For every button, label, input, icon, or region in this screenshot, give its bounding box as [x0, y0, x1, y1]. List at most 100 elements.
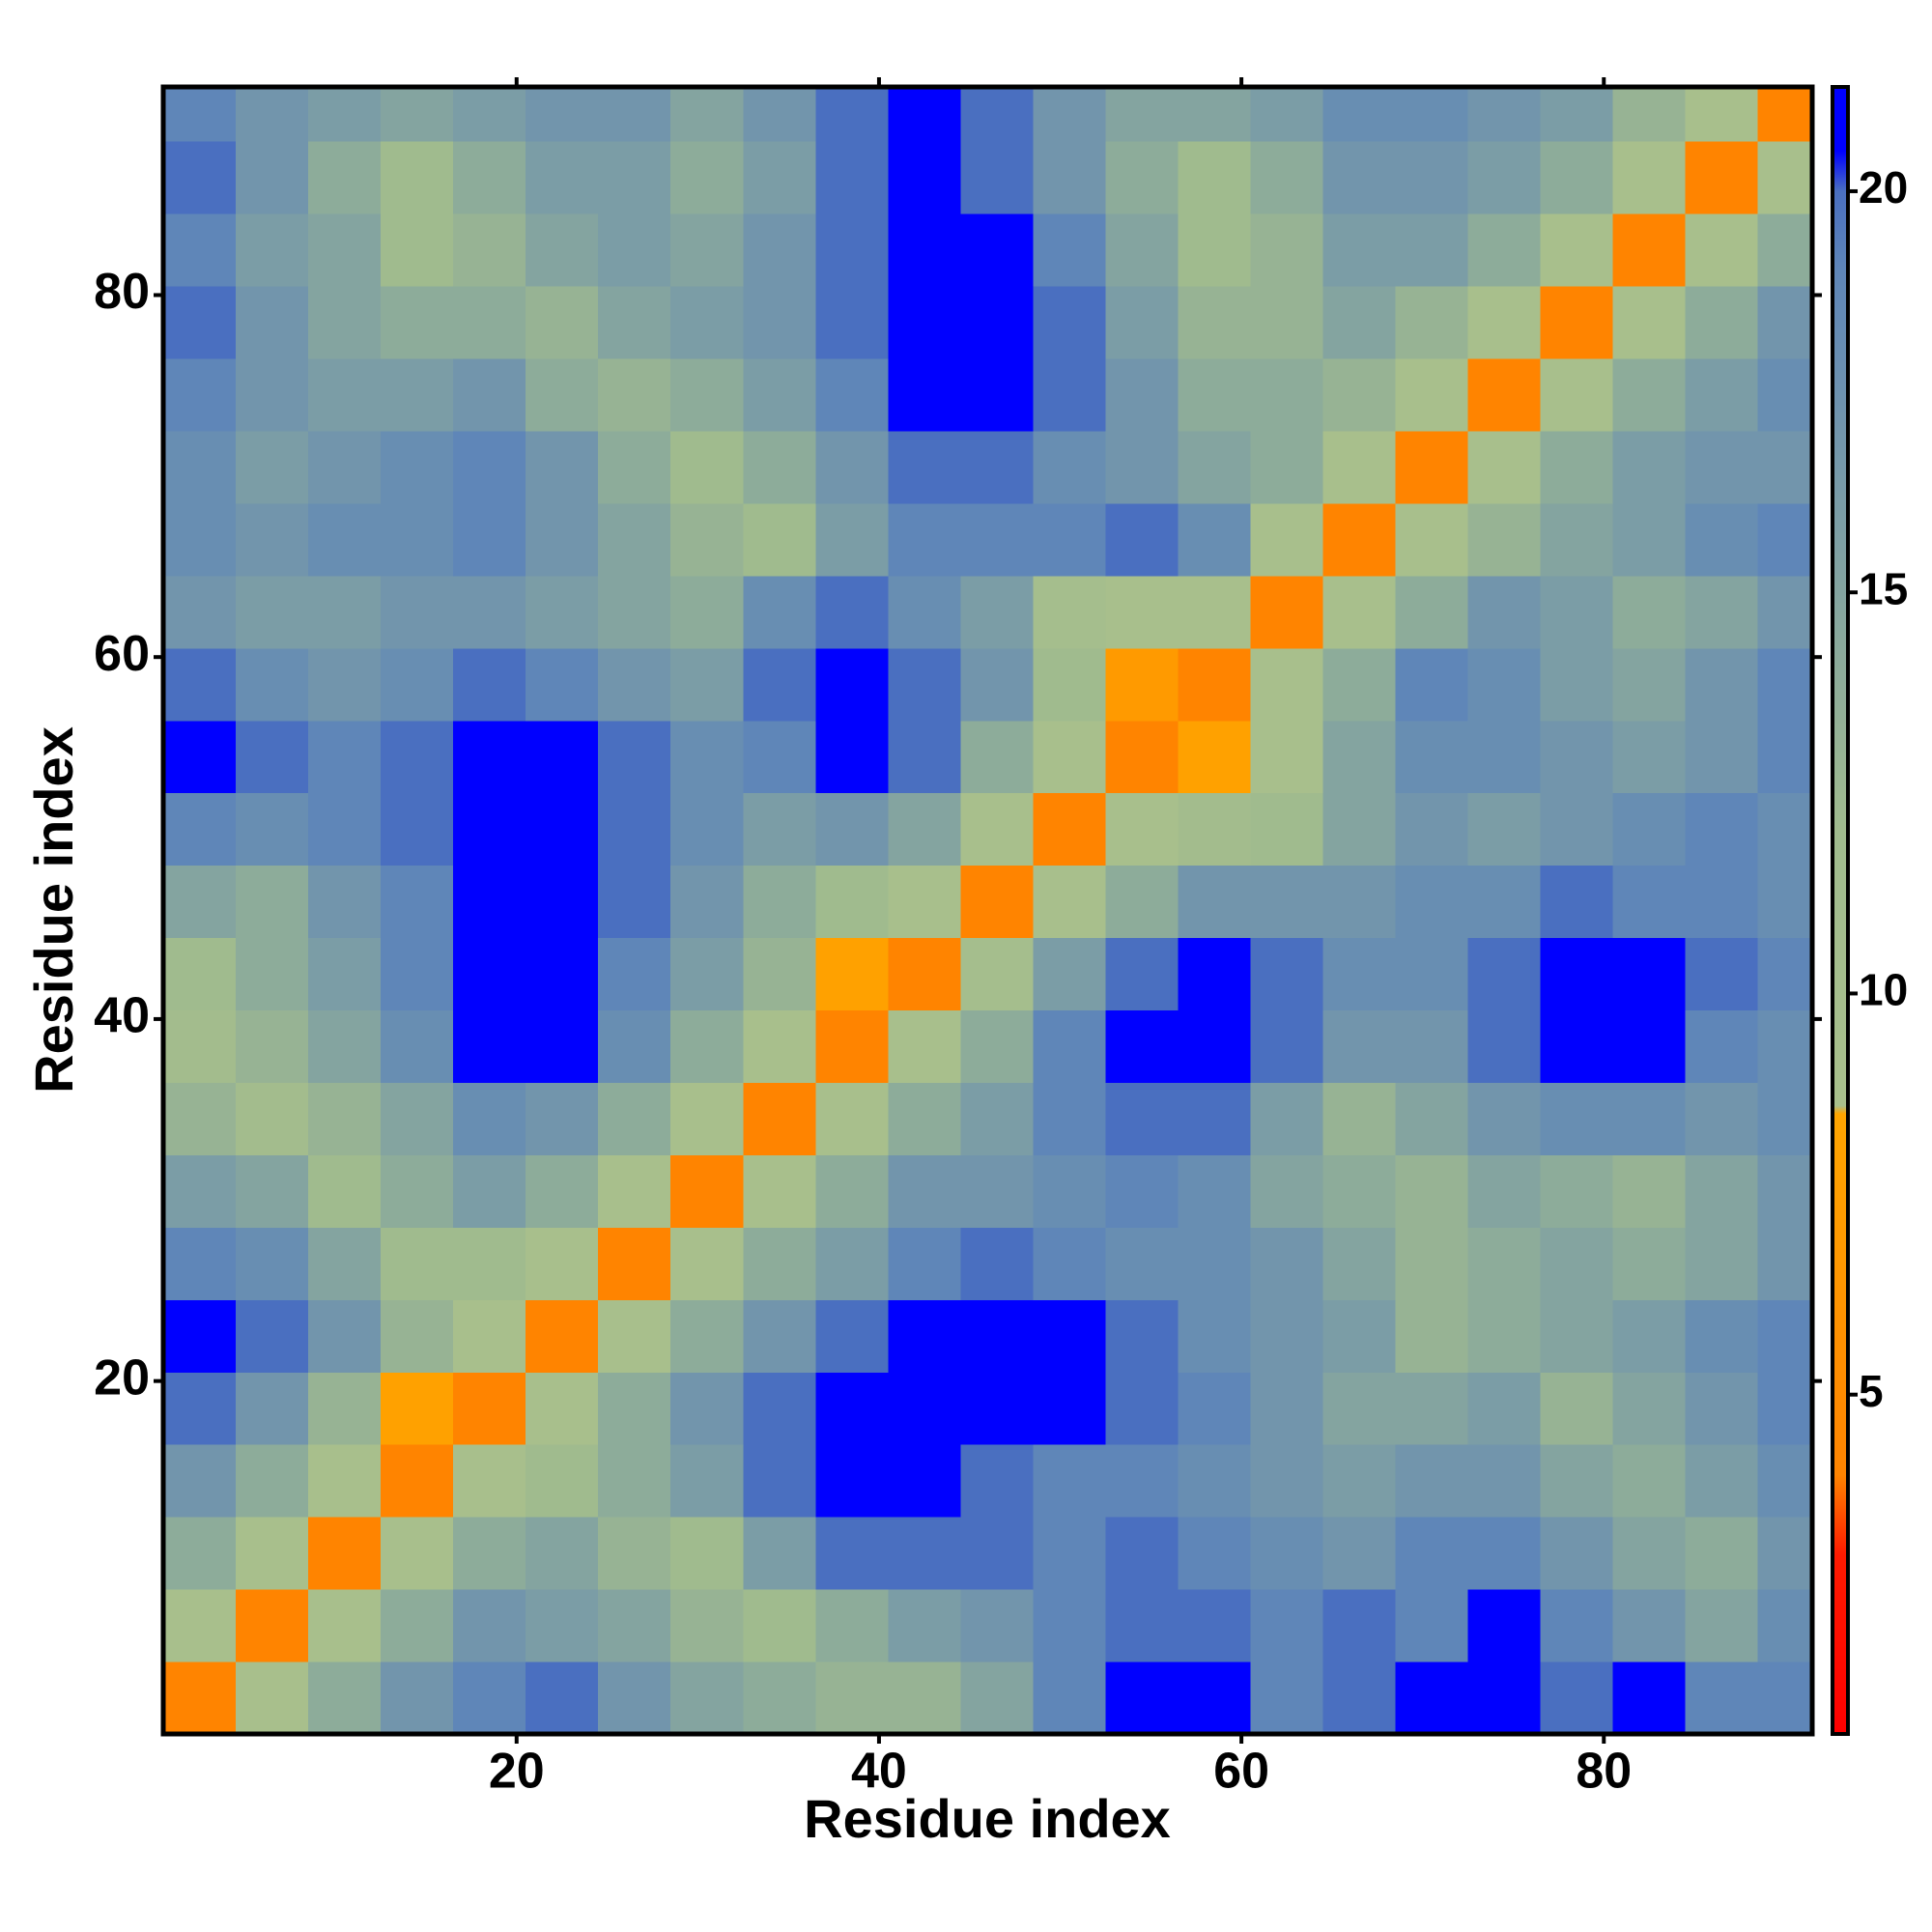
- heatmap-cell: [1540, 286, 1614, 359]
- heatmap-cell: [1612, 213, 1687, 287]
- heatmap-cell: [1540, 647, 1614, 722]
- heatmap-cell: [1178, 792, 1251, 867]
- heatmap-cell: [1250, 1444, 1324, 1518]
- heatmap-cell: [1105, 1444, 1179, 1518]
- heatmap-cell: [1685, 720, 1759, 794]
- heatmap-cell: [453, 87, 526, 142]
- heatmap-cell: [815, 502, 889, 577]
- heatmap-cell: [1178, 647, 1251, 722]
- heatmap-cell: [743, 1589, 816, 1662]
- heatmap-cell: [453, 647, 526, 722]
- heatmap-cell: [670, 141, 744, 214]
- heatmap-cell: [598, 1517, 671, 1590]
- heatmap-cell: [1612, 87, 1687, 142]
- heatmap-cell: [598, 1444, 671, 1518]
- heatmap-cell: [1322, 1009, 1397, 1083]
- heatmap-cell: [1685, 1444, 1759, 1518]
- heatmap-cell: [1757, 647, 1813, 722]
- heatmap-cell: [381, 286, 454, 359]
- x-tick-label: 20: [489, 1744, 545, 1800]
- heatmap-cell: [960, 358, 1034, 432]
- heatmap-cell: [598, 1662, 671, 1735]
- heatmap-cell: [308, 792, 382, 867]
- heatmap-cell: [1757, 1009, 1813, 1083]
- heatmap-cell: [598, 647, 671, 722]
- heatmap-cell: [1105, 1154, 1179, 1228]
- heatmap-cell: [1322, 1372, 1397, 1445]
- heatmap-cell: [598, 358, 671, 432]
- heatmap-cell: [1685, 1082, 1759, 1155]
- heatmap-cell: [526, 1227, 599, 1300]
- heatmap-cell: [1322, 1154, 1397, 1228]
- heatmap-cell: [1757, 141, 1813, 214]
- heatmap-cell: [1105, 865, 1179, 939]
- heatmap-cell: [1467, 1372, 1542, 1445]
- heatmap-cell: [1033, 647, 1106, 722]
- heatmap-cell: [1178, 1589, 1251, 1662]
- heatmap-cell: [1467, 720, 1542, 794]
- heatmap-cell: [1540, 1299, 1614, 1373]
- heatmap-cell: [1395, 213, 1469, 287]
- heatmap-cell: [1467, 1299, 1542, 1373]
- x-tick-label: 60: [1213, 1744, 1269, 1800]
- heatmap-cell: [1540, 865, 1614, 939]
- heatmap-cell: [1178, 937, 1251, 1011]
- heatmap-cell: [1612, 647, 1687, 722]
- heatmap-cell: [1105, 937, 1179, 1011]
- heatmap-cell: [236, 1372, 309, 1445]
- heatmap-cell: [1757, 1154, 1813, 1228]
- heatmap-cell: [526, 720, 599, 794]
- heatmap-cell: [236, 213, 309, 287]
- heatmap-cell: [1467, 286, 1542, 359]
- heatmap-cell: [1395, 792, 1469, 867]
- heatmap-cell: [1250, 213, 1324, 287]
- heatmap-cell: [1322, 1082, 1397, 1155]
- heatmap-cell: [1105, 647, 1179, 722]
- heatmap-cell: [1685, 1589, 1759, 1662]
- heatmap-cell: [1612, 358, 1687, 432]
- heatmap-cell: [163, 937, 237, 1011]
- heatmap-cell: [1685, 937, 1759, 1011]
- heatmap-cell: [453, 1444, 526, 1518]
- heatmap-cell: [670, 1082, 744, 1155]
- heatmap-cell: [1467, 1154, 1542, 1228]
- heatmap-cell: [1178, 575, 1251, 649]
- heatmap-cell: [815, 1662, 889, 1735]
- heatmap-cell: [1757, 1227, 1813, 1300]
- heatmap-cell: [308, 1444, 382, 1518]
- heatmap-cell: [815, 1154, 889, 1228]
- heatmap-cell: [453, 575, 526, 649]
- heatmap-cell: [960, 1082, 1034, 1155]
- heatmap-cell: [163, 430, 237, 504]
- heatmap-cell: [1757, 575, 1813, 649]
- heatmap-cell: [1685, 865, 1759, 939]
- heatmap-cell: [1105, 1009, 1179, 1083]
- y-axis-title: Residue index: [23, 726, 84, 1094]
- heatmap-cell: [1685, 1227, 1759, 1300]
- heatmap-cell: [1178, 141, 1251, 214]
- heatmap-cell: [1612, 1589, 1687, 1662]
- heatmap-cell: [526, 1154, 599, 1228]
- heatmap-cell: [1467, 430, 1542, 504]
- heatmap-cell: [888, 647, 961, 722]
- heatmap-cell: [1033, 720, 1106, 794]
- heatmap-cell: [236, 430, 309, 504]
- heatmap-cell: [960, 1372, 1034, 1445]
- heatmap-cell: [888, 430, 961, 504]
- heatmap-cell: [598, 1154, 671, 1228]
- heatmap-cell: [1178, 1299, 1251, 1373]
- heatmap-cell: [453, 1517, 526, 1590]
- heatmap-cell: [526, 358, 599, 432]
- heatmap-cell: [1033, 87, 1106, 142]
- heatmap-cell: [960, 937, 1034, 1011]
- heatmap-cell: [670, 1662, 744, 1735]
- heatmap-cell: [308, 865, 382, 939]
- heatmap-cell: [381, 1299, 454, 1373]
- heatmap-cell: [960, 87, 1034, 142]
- heatmap-cell: [1033, 575, 1106, 649]
- heatmap-cell: [308, 213, 382, 287]
- heatmap-cell: [1540, 430, 1614, 504]
- heatmap-cell: [381, 502, 454, 577]
- heatmap-cell: [1250, 1227, 1324, 1300]
